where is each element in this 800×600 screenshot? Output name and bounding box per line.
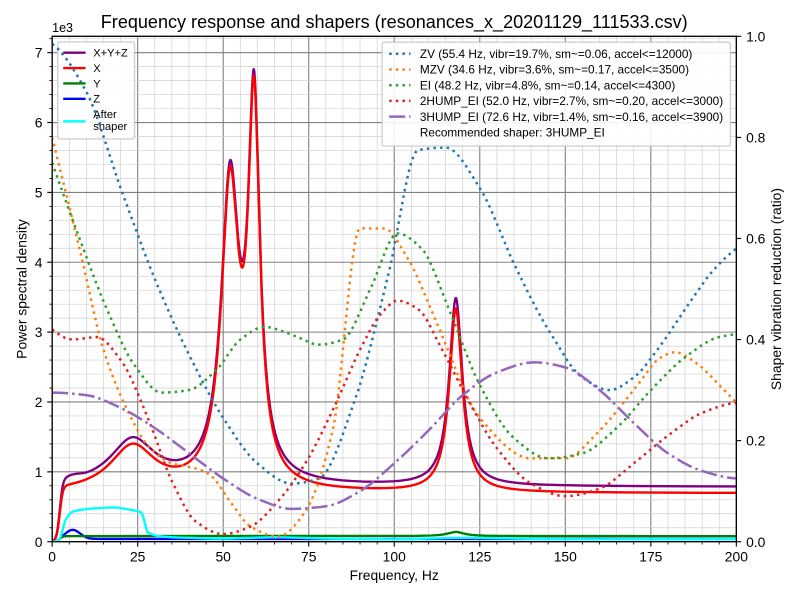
svg-text:200: 200 xyxy=(725,549,748,565)
svg-text:1.0: 1.0 xyxy=(746,28,766,44)
svg-text:2HUMP_EI (52.0 Hz, vibr=2.7%,: 2HUMP_EI (52.0 Hz, vibr=2.7%, sm~=0.20, … xyxy=(420,94,723,108)
svg-text:0.6: 0.6 xyxy=(746,231,766,247)
svg-text:6: 6 xyxy=(35,115,43,131)
svg-text:0.0: 0.0 xyxy=(746,534,766,550)
svg-text:175: 175 xyxy=(639,549,662,565)
svg-text:Y: Y xyxy=(93,78,101,90)
svg-text:MZV (34.6 Hz, vibr=3.6%, sm~=0: MZV (34.6 Hz, vibr=3.6%, sm~=0.17, accel… xyxy=(420,63,689,77)
svg-text:2: 2 xyxy=(35,394,43,410)
svg-text:X+Y+Z: X+Y+Z xyxy=(93,48,128,60)
svg-text:50: 50 xyxy=(215,549,231,565)
svg-text:3HUMP_EI (72.6 Hz, vibr=1.4%,: 3HUMP_EI (72.6 Hz, vibr=1.4%, sm~=0.16, … xyxy=(420,110,723,124)
svg-text:Frequency, Hz: Frequency, Hz xyxy=(350,567,439,583)
svg-text:EI (48.2 Hz, vibr=4.8%, sm~=0.: EI (48.2 Hz, vibr=4.8%, sm~=0.14, accel<… xyxy=(420,78,675,92)
svg-text:Z: Z xyxy=(93,94,100,106)
svg-text:X: X xyxy=(93,63,101,75)
svg-text:0.8: 0.8 xyxy=(746,129,766,145)
svg-text:3: 3 xyxy=(35,324,43,340)
svg-text:0.4: 0.4 xyxy=(746,332,766,348)
svg-text:100: 100 xyxy=(383,549,406,565)
svg-text:Power spectral density: Power spectral density xyxy=(13,219,29,359)
svg-text:Shaper vibration reduction (ra: Shaper vibration reduction (ratio) xyxy=(768,188,784,390)
svg-text:1: 1 xyxy=(35,464,43,480)
svg-text:0.2: 0.2 xyxy=(746,433,766,449)
svg-text:Recommended shaper: 3HUMP_EI: Recommended shaper: 3HUMP_EI xyxy=(420,126,605,140)
svg-text:0: 0 xyxy=(48,549,56,565)
svg-text:Frequency response and shapers: Frequency response and shapers (resonanc… xyxy=(101,12,688,33)
svg-text:4: 4 xyxy=(35,254,43,270)
svg-text:25: 25 xyxy=(130,549,146,565)
svg-text:shaper: shaper xyxy=(93,121,127,133)
svg-text:5: 5 xyxy=(35,184,43,200)
svg-text:1e3: 1e3 xyxy=(52,21,73,35)
svg-text:125: 125 xyxy=(468,549,491,565)
svg-text:ZV (55.4 Hz, vibr=19.7%, sm~=0: ZV (55.4 Hz, vibr=19.7%, sm~=0.06, accel… xyxy=(420,47,693,61)
svg-text:After: After xyxy=(93,109,117,121)
svg-text:75: 75 xyxy=(301,549,317,565)
svg-text:150: 150 xyxy=(554,549,577,565)
svg-text:0: 0 xyxy=(35,534,43,550)
svg-text:7: 7 xyxy=(35,45,43,61)
